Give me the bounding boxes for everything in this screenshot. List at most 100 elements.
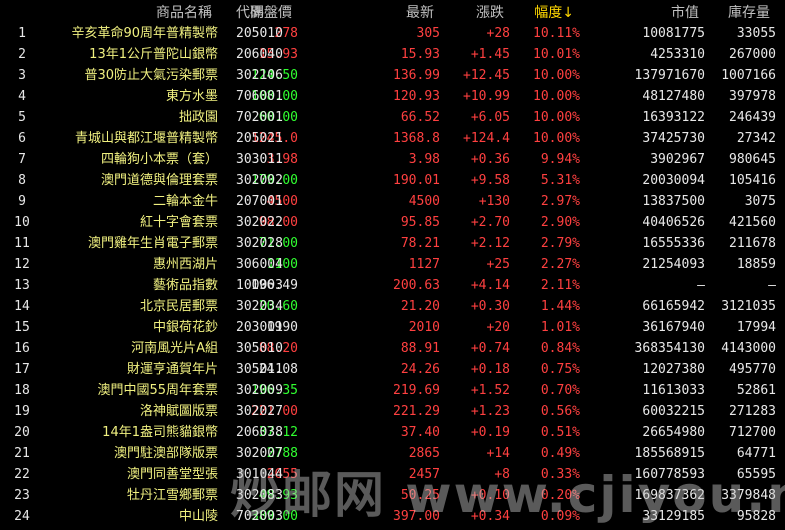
row-index: 15 [14,320,30,336]
market-value: 36167940 [642,320,705,336]
change-pct: 0.09% [540,509,580,525]
change-pct: 0.51% [540,425,580,441]
stock-qty: 3075 [744,193,776,209]
item-name: 藝術品指數 [152,277,218,293]
change: +0.36 [470,151,510,167]
open-price: 2788 [266,446,298,462]
item-code: 302028 [236,235,283,251]
stock-qty: 712700 [729,425,776,441]
item-code: 206038 [236,425,283,441]
item-code: 302009 [236,383,283,399]
header-cell: 代碼 [236,5,264,21]
open-price: 1100 [266,256,298,272]
latest-price: 219.69 [393,383,440,399]
latest-price: 78.21 [400,235,440,251]
item-code: 207001 [236,193,283,209]
latest-price: 21.20 [400,299,440,315]
header-cell: 市值 [671,5,699,21]
stock-qty: 105416 [729,172,776,188]
item-code: 302106 [236,67,283,83]
item-code: 702003 [236,509,283,525]
market-value: 60032215 [642,404,705,420]
stock-qty: 33055 [736,25,776,41]
change: +25 [486,256,510,272]
item-name: 河南風光片A組 [131,341,218,357]
change-pct: 10.01% [533,46,580,62]
market-value: 185568915 [634,446,705,462]
change: +1.23 [470,404,510,420]
stock-qty: 980645 [729,151,776,167]
row-index: 13 [14,277,30,293]
item-name: 中山陵 [178,509,218,525]
item-name: 惠州西湖片 [152,256,218,272]
market-value: 11613033 [642,383,705,399]
open-price: 389.00 [251,509,298,525]
market-value: 10081775 [642,25,705,41]
market-value: 40406526 [642,214,705,230]
open-price: 88.20 [258,341,298,357]
latest-price: 37.40 [400,425,440,441]
stock-qty: 495770 [729,362,776,378]
change-pct: 0.84% [540,341,580,357]
market-value: 4253310 [650,46,705,62]
item-code: 306004 [236,256,283,272]
item-code: 302022 [236,214,283,230]
row-index: 11 [14,235,30,251]
open-price: 24.08 [258,362,298,378]
market-value: 13837500 [642,193,705,209]
open-price: 49.93 [258,488,298,504]
stock-qty: 64771 [736,446,776,462]
row-index: 8 [18,172,26,188]
open-price: 3.98 [266,151,298,167]
change: +2.70 [470,214,510,230]
change: +12.45 [463,67,510,83]
item-name: 普30防止大氣污染郵票 [84,67,218,83]
change-pct: 0.33% [540,467,580,483]
stock-qty: 4143000 [721,341,776,357]
item-name: 紅十字會套票 [139,214,218,230]
open-price: 278 [274,25,298,41]
market-value: 48127480 [642,88,705,104]
change: +10.99 [463,88,510,104]
item-code: 302083 [236,488,283,504]
item-code: 706001 [236,88,283,104]
latest-price: 397.00 [393,509,440,525]
change: +28 [486,25,510,41]
header-cell: 漲跌 [476,5,504,21]
latest-price: 24.26 [400,362,440,378]
stock-qty: 267000 [729,46,776,62]
row-index: 21 [14,446,30,462]
item-name: 四輪狗小本票（套） [100,151,218,167]
change-pct: 10.11% [533,25,580,41]
change: +8 [494,467,510,483]
open-price: 15.93 [258,46,298,62]
header-cell: 開盤價 [250,5,292,21]
open-price: 221.00 [251,404,298,420]
change-pct: 10.00% [533,88,580,104]
row-index: 4 [18,88,26,104]
item-name: 牡丹江雪鄉郵票 [126,488,218,504]
item-name: 青城山與都江堰普精製幣 [74,130,218,146]
item-code: 203001 [236,320,283,336]
item-name: 13年1公斤普陀山銀幣 [89,46,218,62]
change-pct: 0.70% [540,383,580,399]
row-index: 18 [14,383,30,399]
row-index: 1 [18,25,26,41]
open-price: 196.35 [251,383,298,399]
open-price: 1245.0 [251,130,298,146]
header-cell: 幅度↓ [534,5,574,21]
market-value: 16555336 [642,235,705,251]
row-index: 3 [18,67,26,83]
market-value: 137971670 [634,67,705,83]
change: +130 [478,193,510,209]
row-index: 14 [14,299,30,315]
row-index: 17 [14,362,30,378]
latest-price: 190.01 [393,172,440,188]
latest-price: 2865 [408,446,440,462]
latest-price: 305 [416,25,440,41]
item-name: 澳門駐澳部隊版票 [113,446,218,462]
market-value: 26654980 [642,425,705,441]
stock-qty: 52861 [736,383,776,399]
open-price: 20.60 [258,299,298,315]
item-code: 302034 [236,299,283,315]
